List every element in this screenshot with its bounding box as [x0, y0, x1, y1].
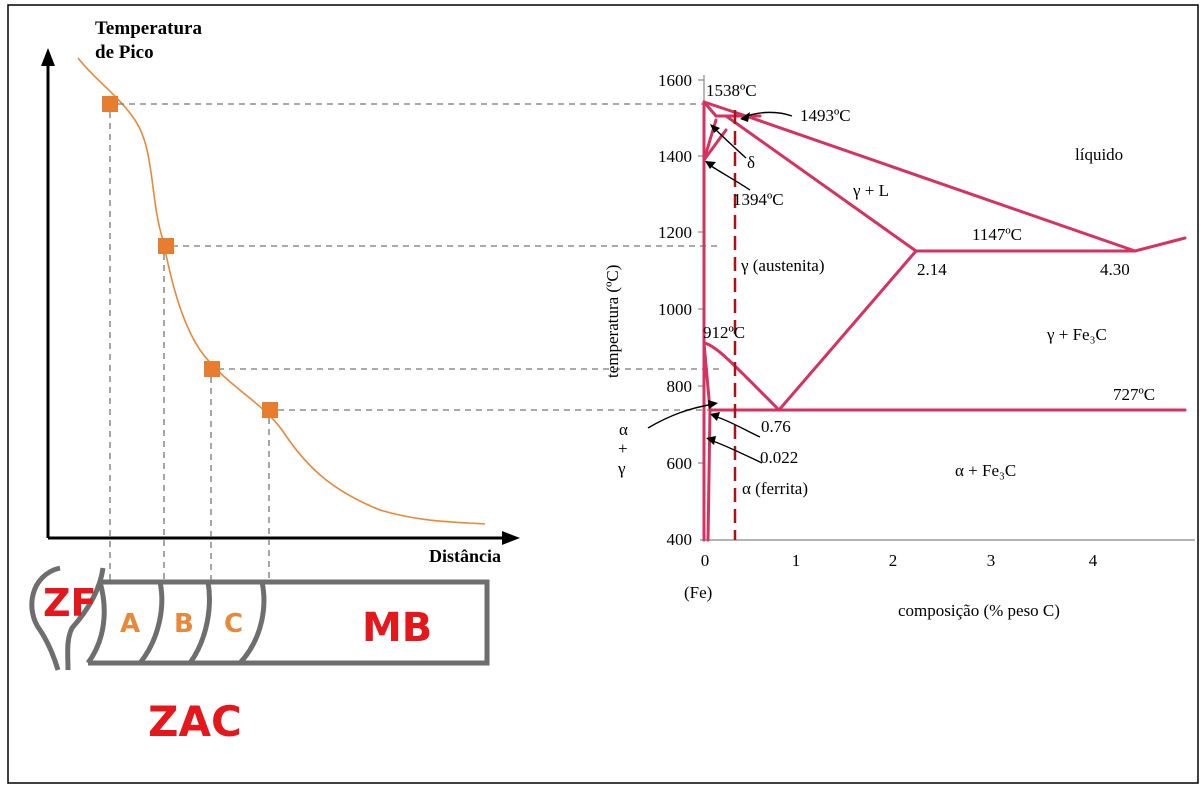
- label-gamma-l: γ + L: [852, 181, 889, 200]
- delta-upper: [702, 100, 718, 118]
- acm-line: [777, 249, 918, 412]
- label-austenita: γ (austenita): [740, 256, 825, 275]
- phase-y-ticks: [698, 79, 704, 464]
- arrow-heads: [705, 112, 750, 445]
- label-430: 4.30: [1100, 260, 1130, 279]
- label-ag-plus: +: [618, 439, 628, 458]
- label-1394: 1394ºC: [733, 190, 784, 209]
- arrowhead-1493-icon: [740, 112, 750, 122]
- zone-b-label: B: [174, 609, 194, 639]
- label-0022: 0.022: [760, 448, 798, 467]
- label-ferrita: α (ferrita): [742, 479, 808, 498]
- zone-a-label: A: [120, 609, 140, 639]
- label-1493: 1493ºC: [800, 106, 851, 125]
- zone-c-boundary: [238, 581, 267, 665]
- label-1147: 1147ºC: [972, 225, 1022, 244]
- x-axis-arrow-icon: [502, 531, 520, 545]
- label-214: 2.14: [917, 260, 947, 279]
- y-tick-600: 600: [667, 454, 693, 473]
- peak-temperature-graph: Temperatura de Pico Distância: [41, 18, 722, 582]
- alpha-solvus: [706, 408, 712, 542]
- phase-y-tick-labels: 1600 1400 1200 1000 800 600 400: [658, 71, 692, 549]
- y-tick-1400: 1400: [658, 147, 692, 166]
- temperature-leaders: [118, 103, 722, 411]
- x-tick-1: 1: [792, 551, 801, 570]
- arrowhead-alpha-gamma-icon: [708, 400, 718, 409]
- label-727: 727ºC: [1113, 385, 1155, 404]
- a3-line: [702, 341, 781, 412]
- label-912: 912ºC: [703, 323, 745, 342]
- y-tick-1600: 1600: [658, 71, 692, 90]
- y-axis-label-line1: Temperatura: [95, 18, 202, 39]
- label-076: 0.76: [761, 417, 791, 436]
- arrowhead-delta-icon: [710, 124, 720, 133]
- figure-frame: [7, 4, 1199, 784]
- weld-zone-schematic: ZF A B C MB ZAC: [29, 565, 490, 746]
- y-tick-400: 400: [667, 530, 693, 549]
- x-axis-label: Distância: [429, 546, 501, 566]
- label-ag-gamma: γ: [617, 459, 626, 478]
- label-liquido: líquido: [1075, 145, 1123, 164]
- x-tick-3: 3: [987, 551, 996, 570]
- arrow-076: [713, 415, 761, 438]
- arrow-1394: [707, 163, 751, 191]
- y-tick-1200: 1200: [658, 223, 692, 242]
- zone-c-label: C: [224, 609, 243, 639]
- y-tick-1000: 1000: [658, 300, 692, 319]
- zone-a-boundary: [138, 581, 165, 665]
- distance-drops: [109, 112, 270, 582]
- x-tick-4: 4: [1089, 551, 1098, 570]
- delta-gamma-right: [702, 128, 728, 162]
- arrowhead-0022-icon: [706, 436, 716, 445]
- y-axis-arrow-icon: [41, 48, 55, 66]
- liquidus-delta: [702, 100, 748, 118]
- base-metal-outline: [88, 579, 490, 666]
- x-tick-0: 0: [701, 551, 710, 570]
- solidus: [724, 114, 918, 253]
- alpha-gamma-boundary: [702, 341, 712, 412]
- phase-y-axis-label: temperatura (ºC): [603, 265, 622, 378]
- arrowhead-1394-icon: [705, 161, 716, 169]
- arrow-alpha-gamma: [647, 403, 715, 429]
- arrow-delta: [713, 127, 747, 159]
- phase-x-axis-label: composição (% peso C): [898, 601, 1060, 620]
- phase-annotations: 1538ºC 1493ºC δ 1394ºC líquido γ + L 114…: [617, 81, 1155, 498]
- zone-b-boundary: [187, 581, 212, 665]
- label-delta: δ: [747, 153, 755, 172]
- peak-markers: [102, 96, 278, 418]
- phase-boundaries: [702, 100, 1187, 542]
- zone-zf-label: ZF: [43, 581, 97, 625]
- haz-inner-boundary: [85, 581, 107, 665]
- x-tick-fe-label: (Fe): [684, 583, 712, 602]
- fusion-zone-left-outline: [29, 565, 61, 671]
- phase-x-tick-labels: 0 1 2 3 4: [701, 551, 1098, 570]
- marker-c: [262, 402, 278, 418]
- label-gamma-fe3c: γ + Fe₃C: [1046, 325, 1107, 344]
- arrowhead-076-icon: [710, 412, 720, 421]
- zone-mb-label: MB: [362, 605, 432, 651]
- fe3c-liquidus: [1133, 236, 1187, 253]
- marker-zf: [102, 96, 118, 112]
- marker-b: [204, 361, 220, 377]
- y-tick-800: 800: [667, 377, 693, 396]
- zone-zac-label: ZAC: [148, 697, 242, 746]
- liquidus: [744, 114, 1137, 253]
- label-1538: 1538ºC: [706, 81, 757, 100]
- fe-c-phase-diagram: 1600 1400 1200 1000 800 600 400 0 1 2 3 …: [603, 71, 1195, 620]
- peak-temperature-curve: [77, 57, 486, 525]
- marker-a: [158, 238, 174, 254]
- x-tick-2: 2: [889, 551, 898, 570]
- label-ag-alpha: α: [619, 420, 628, 439]
- y-axis-label-line2: de Pico: [95, 42, 154, 63]
- label-alpha-fe3c: α + Fe₃C: [955, 461, 1016, 480]
